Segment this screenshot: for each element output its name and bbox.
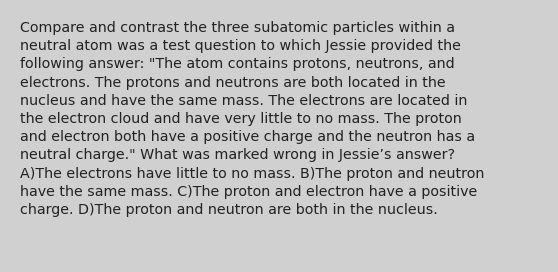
Text: Compare and contrast the three subatomic particles within a
neutral atom was a t: Compare and contrast the three subatomic… bbox=[20, 21, 484, 217]
